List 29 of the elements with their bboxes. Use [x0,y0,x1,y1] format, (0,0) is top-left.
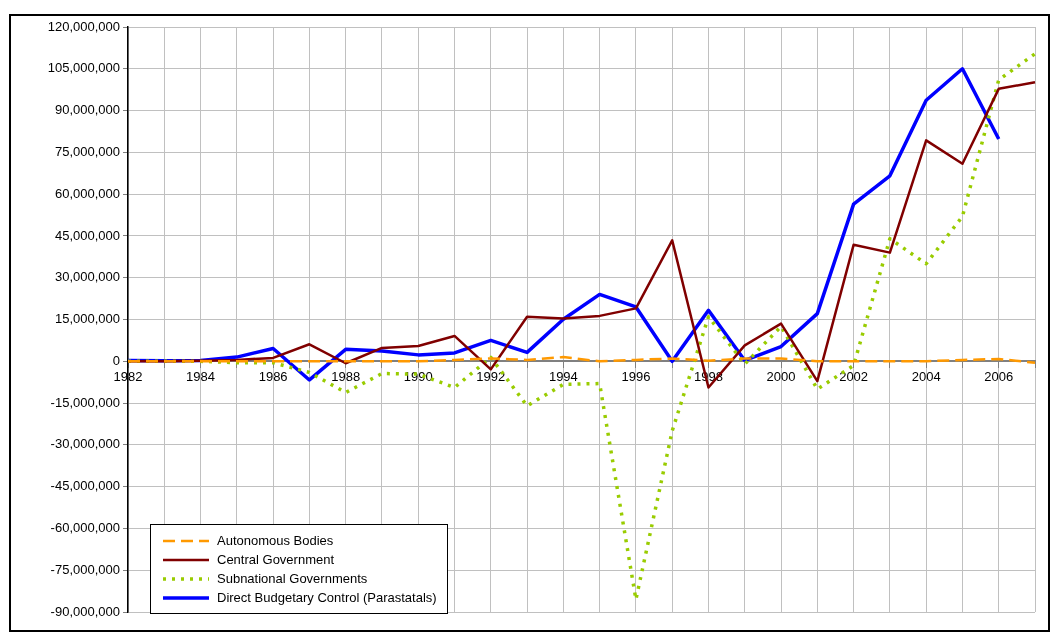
legend-label: Subnational Governments [217,571,368,586]
x-tick-label: 2004 [911,368,941,384]
y-tick-label: -15,000,000 [50,394,120,410]
y-tick-label: -30,000,000 [50,436,120,452]
y-tick-label: 45,000,000 [54,227,120,243]
x-tick-label: 1988 [331,368,361,384]
legend-label: Direct Budgetary Control (Parastatals) [217,590,437,605]
y-tick-label: -75,000,000 [50,561,120,577]
y-tick-label: 60,000,000 [54,185,120,201]
y-tick-label: 15,000,000 [54,311,120,327]
x-tick-label: 2002 [839,368,869,384]
x-tick-label: 1994 [548,368,578,384]
y-tick-label: -45,000,000 [50,478,120,494]
x-tick-label: 1984 [186,368,216,384]
legend-label: Autonomous Bodies [217,533,334,548]
legend-label: Central Government [217,552,335,567]
y-tick-label: 120,000,000 [47,18,120,34]
x-tick-label: 1992 [476,368,506,384]
y-tick-label: -60,000,000 [50,520,120,536]
x-tick-label: 1996 [621,368,651,384]
y-tick-label: 90,000,000 [54,102,120,118]
y-tick-label: 75,000,000 [54,143,120,159]
x-tick-label: 2000 [766,368,796,384]
x-tick-label: 1986 [258,368,288,384]
y-tick-label: 105,000,000 [47,60,120,76]
y-tick-label: 0 [112,352,120,368]
y-tick-label: -90,000,000 [50,603,120,619]
x-tick-label: 2006 [984,368,1014,384]
y-tick-label: 30,000,000 [54,269,120,285]
